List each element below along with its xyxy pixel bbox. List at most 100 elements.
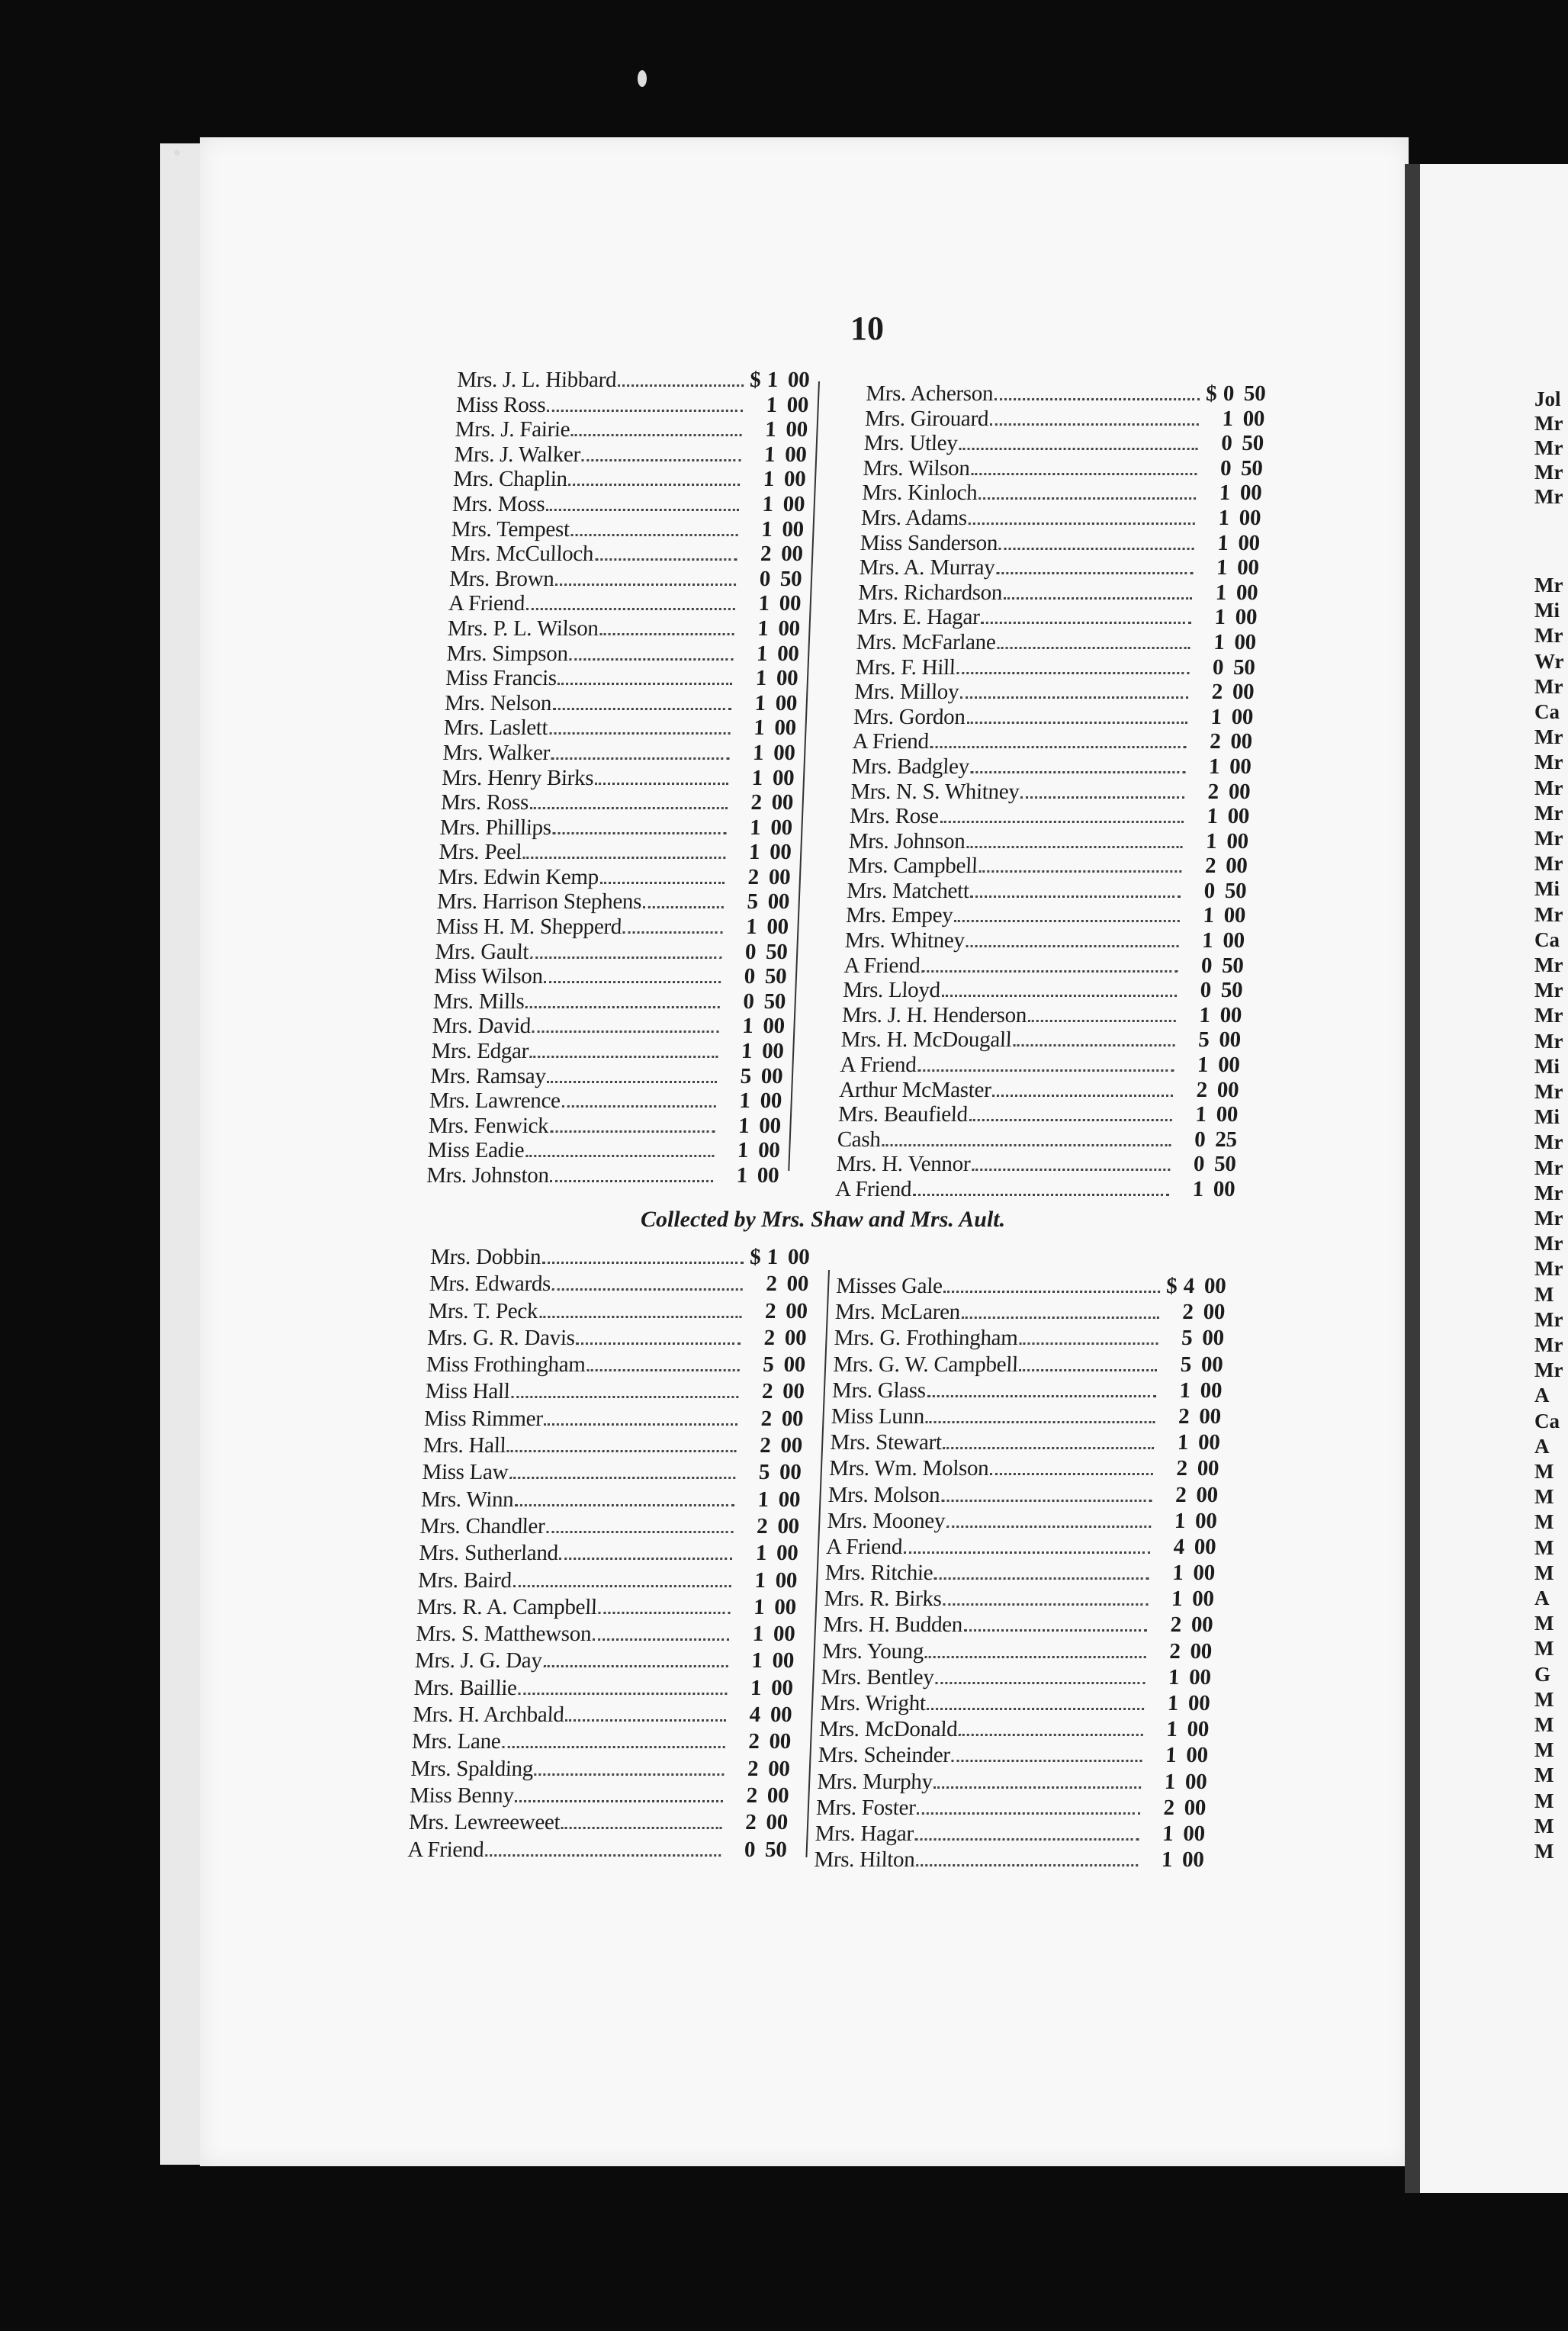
amount: 0 50 (759, 566, 802, 591)
contributor-row: Mrs. Lane 2 00 (411, 1729, 791, 1756)
contributor-row: A Friend 4 00 (826, 1535, 1216, 1561)
facing-page-text-fragment: M (1534, 1561, 1554, 1584)
facing-page-text-fragment: M (1534, 1814, 1554, 1837)
amount: 1 00 (1217, 505, 1261, 530)
contributor-row: Mrs. G. W. Campbell 5 00 (833, 1352, 1223, 1378)
amount: 2 00 (1204, 854, 1248, 879)
contributor-row: Mrs. Chaplin 1 00 (453, 467, 806, 492)
facing-page-text-fragment: M (1534, 1637, 1554, 1661)
dot-leader (581, 458, 741, 461)
amount: 2 00 (760, 542, 804, 567)
facing-page-text-fragment: M (1534, 1485, 1554, 1509)
amount: 1 00 (1177, 1430, 1221, 1455)
dot-leader (595, 782, 729, 785)
amount: 2 00 (1207, 779, 1251, 804)
facing-page-text-fragment: Mi (1534, 1105, 1560, 1129)
contributor-name: Mrs. Chaplin (452, 467, 568, 492)
dot-leader (941, 995, 1178, 998)
contributor-name: Mrs. T. Peck (428, 1298, 538, 1323)
facing-page-text-fragment: Mr (1534, 436, 1563, 459)
contributor-name: Mrs. Edgar (430, 1039, 529, 1064)
contributor-row: Mrs. Wilson 0 50 (863, 456, 1263, 481)
contributor-row: Mrs. T. Peck 2 00 (428, 1299, 808, 1326)
contributor-name: Mrs. Molson (827, 1482, 941, 1507)
dot-leader (989, 423, 1199, 426)
dot-leader (586, 1369, 740, 1372)
contributor-name: Mrs. J. L. Hibbard (456, 368, 617, 392)
contributor-row: Mrs. J. Fairie 1 00 (455, 417, 808, 442)
currency-sign: $ (1165, 1274, 1178, 1298)
contributor-name: A Friend (834, 1177, 912, 1201)
contributor-row: Mrs. G. R. Davis 2 00 (427, 1326, 807, 1352)
amount: 0 50 (1203, 878, 1247, 903)
contributor-row: Mrs. Molson 2 00 (827, 1483, 1218, 1509)
contributor-name: Mrs. Johnson (848, 828, 966, 854)
contributor-row: Miss Hall 2 00 (425, 1379, 805, 1406)
contributor-name: Mrs. J. H. Henderson (841, 1002, 1027, 1027)
dot-leader (551, 757, 730, 760)
contributor-row: Miss Lunn 2 00 (831, 1404, 1221, 1430)
amount: 0 50 (744, 1837, 788, 1862)
contributor-name: Mrs. McFarlane (856, 629, 997, 654)
amount: 1 00 (756, 641, 800, 666)
amount: 1 00 (761, 491, 805, 516)
contributor-row: Mrs. Murphy 1 00 (817, 1770, 1207, 1796)
dot-leader (559, 1558, 733, 1561)
contributor-row: Cash 0 25 (837, 1127, 1237, 1153)
contributor-name: Mrs. Nelson (444, 690, 552, 715)
contributor-name: Mrs. Scheinder (818, 1743, 951, 1768)
contributor-row: Mrs. Nelson 1 00 (444, 691, 797, 716)
contributor-name: Mrs. Stewart (829, 1430, 943, 1455)
contributor-row: Miss Wilson 0 50 (434, 964, 787, 989)
amount: 2 00 (760, 1406, 804, 1431)
amount: 1 00 (1164, 1769, 1208, 1794)
dot-leader (529, 1056, 718, 1059)
contributor-row: Mrs. J. L. Hibbard $1 00 (457, 368, 810, 393)
contributor-row: Mrs. Dobbin $1 00 (430, 1245, 810, 1272)
amount: 2 00 (764, 1298, 808, 1323)
section2-right-column: Misses Gale $4 00 Mrs. McLaren 2 00 Mrs. G. … (814, 1274, 1226, 1873)
contributor-name: Mrs. N. S. Whitney (850, 779, 1020, 804)
contributor-name: Mrs. Murphy (816, 1769, 933, 1794)
amount: 1 00 (736, 1163, 779, 1188)
contributor-row: Miss Frothingham 5 00 (426, 1352, 805, 1379)
amount: 2 00 (1196, 1077, 1239, 1102)
facing-page-text-fragment: Mr (1534, 1130, 1563, 1154)
contributor-row: Mrs. Sutherland 1 00 (419, 1541, 798, 1567)
contributor-row: A Friend 1 00 (840, 1053, 1240, 1078)
contributor-name: Mrs. Ross (440, 790, 529, 815)
contributor-row: Mrs. Fenwick 1 00 (428, 1114, 781, 1139)
dot-leader (1027, 1019, 1176, 1022)
amount: 2 00 (1209, 729, 1253, 754)
facing-page-text-fragment: M (1534, 1789, 1554, 1812)
facing-page-text-fragment: Mr (1534, 1029, 1563, 1053)
contributor-name: Mrs. Johnston (426, 1163, 550, 1188)
dot-leader (997, 646, 1190, 649)
facing-page-text-fragment: Mr (1534, 1232, 1563, 1256)
facing-page-text-fragment: M (1534, 1510, 1554, 1534)
amount: 2 00 (747, 864, 791, 889)
dot-leader (966, 845, 1183, 848)
amount: 4 00 (1183, 1274, 1226, 1298)
facing-page-text-fragment: Mr (1534, 1257, 1563, 1281)
amount: 1 00 (750, 1648, 795, 1673)
facing-page-text-fragment: M (1534, 1713, 1554, 1736)
contributor-name: Mrs. Young (821, 1638, 924, 1664)
contributor-row: Mrs. Harrison Stephens 5 00 (436, 889, 789, 915)
contributor-name: Miss Frothingham (426, 1352, 586, 1378)
contributor-row: Miss Francis 1 00 (445, 666, 798, 691)
contributor-row: Mrs. Campbell 2 00 (847, 854, 1248, 879)
contributor-row: Mrs. McFarlane 1 00 (856, 630, 1256, 655)
amount: 1 00 (766, 368, 810, 392)
dot-leader (940, 821, 1184, 824)
contributor-row: Mrs. Ramsay 5 00 (430, 1064, 783, 1089)
dot-leader (547, 409, 743, 412)
amount: 1 00 (753, 1594, 797, 1619)
amount: 1 00 (1216, 555, 1260, 580)
amount: 1 00 (757, 1487, 801, 1512)
dot-leader (971, 472, 1197, 475)
contributor-row: Mrs. Simpson 1 00 (446, 641, 799, 667)
section1-right-column: Mrs. Acherson $0 50 Mrs. Girouard 1 00 Mrs. … (835, 381, 1266, 1202)
contributor-name: Mrs. H. Vennor (835, 1152, 971, 1177)
facing-page-text-fragment: Jol (1534, 387, 1561, 410)
